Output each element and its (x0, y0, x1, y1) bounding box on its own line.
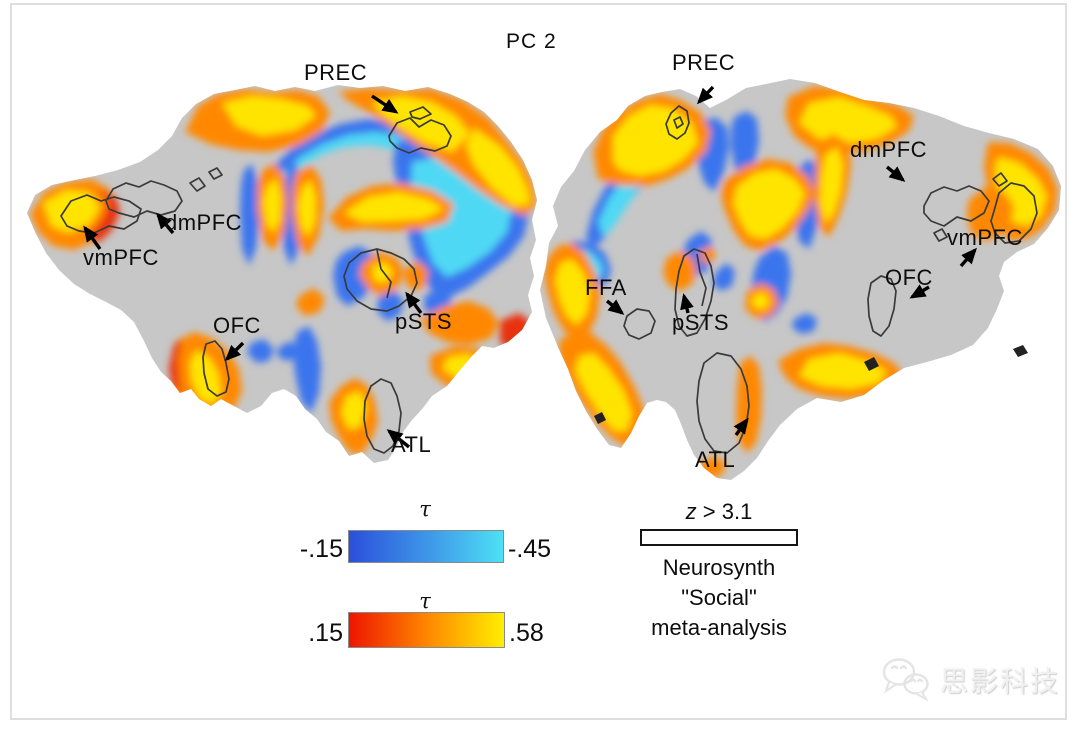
activation-blobs-right (544, 86, 1058, 479)
legend-z-var: z (685, 499, 697, 524)
tau-symbol-positive: τ (419, 589, 431, 613)
legend-line-3: meta-analysis (651, 615, 787, 640)
flatmap-right-base (540, 79, 1061, 480)
roi-ofc-left (202, 340, 230, 397)
roi-outlines-right (623, 105, 1038, 454)
activation-blobs-left (30, 88, 536, 455)
arrow-atl-right (733, 417, 749, 437)
dark-marks-right (594, 345, 1028, 424)
roi-ffa-right (623, 308, 656, 340)
roi-atl-right (696, 352, 750, 454)
colorbar-negative-max: -.45 (508, 535, 552, 563)
label-atl-right: ATL (695, 447, 736, 472)
colorbar-negative-min: -.15 (299, 535, 343, 563)
arrow-ofc-left (224, 341, 245, 362)
roi-ofc-right (867, 275, 897, 337)
label-psts-left: pSTS (395, 309, 453, 334)
label-vmpfc-left: vmPFC (83, 245, 159, 270)
arrow-ofc-right (909, 284, 930, 299)
roi-prec-left (388, 117, 452, 154)
arrow-vmpfc-right (959, 247, 977, 268)
label-psts-right: pSTS (672, 310, 730, 335)
arrow-psts-right (680, 293, 694, 314)
colorbar-positive (348, 612, 505, 648)
legend-outline-box (640, 529, 798, 546)
annotation-arrows (83, 85, 977, 449)
roi-prec-right (665, 105, 690, 140)
legend-z-value: > 3.1 (696, 499, 753, 524)
colorbar-positive-max: .58 (509, 619, 544, 647)
colorbar-negative (348, 530, 504, 563)
watermark: 思影科技 (880, 656, 1060, 704)
roi-psts-right (674, 248, 715, 337)
label-prec-right: PREC (672, 50, 736, 75)
arrow-ffa-right (605, 299, 625, 315)
watermark-text: 思影科技 (940, 666, 1061, 697)
wechat-icon (882, 658, 929, 702)
label-atl-left: ATL (391, 432, 432, 457)
label-ffa-right: FFA (585, 275, 627, 300)
legend-line-1: Neurosynth (662, 555, 776, 580)
figure-title: PC 2 (506, 30, 557, 53)
roi-dmpfc-right (923, 185, 990, 227)
roi-dmpfc-left (105, 180, 183, 218)
roi-prec-left-small (409, 106, 432, 120)
label-dmpfc-left: dmPFC (165, 210, 243, 235)
arrow-atl-left (386, 429, 411, 449)
label-ofc-left: OFC (213, 313, 261, 338)
roi-vmpfc-left (60, 194, 142, 234)
colorbar-positive-min: .15 (308, 619, 343, 647)
tau-symbol-negative: τ (419, 497, 431, 521)
roi-atl-left (363, 378, 402, 454)
arrow-dmpfc-right (885, 165, 906, 182)
arrow-vmpfc-left (83, 225, 102, 250)
arrow-prec-left (371, 94, 399, 114)
arrow-dmpfc-left (156, 212, 175, 235)
roi-vmpfc-right (990, 182, 1038, 244)
legend-threshold: z > 3.1 (610, 499, 828, 525)
brain-flatmap-right (540, 79, 1061, 480)
label-prec-left: PREC (304, 60, 368, 85)
arrow-prec-right (696, 85, 715, 105)
brain-flatmap-left (27, 85, 537, 463)
label-vmpfc-right: vmPFC (947, 225, 1023, 250)
arrow-psts-left (405, 291, 423, 315)
label-ofc-right: OFC (885, 265, 933, 290)
legend-line-2: "Social" (681, 585, 757, 610)
label-dmpfc-right: dmPFC (850, 137, 928, 162)
